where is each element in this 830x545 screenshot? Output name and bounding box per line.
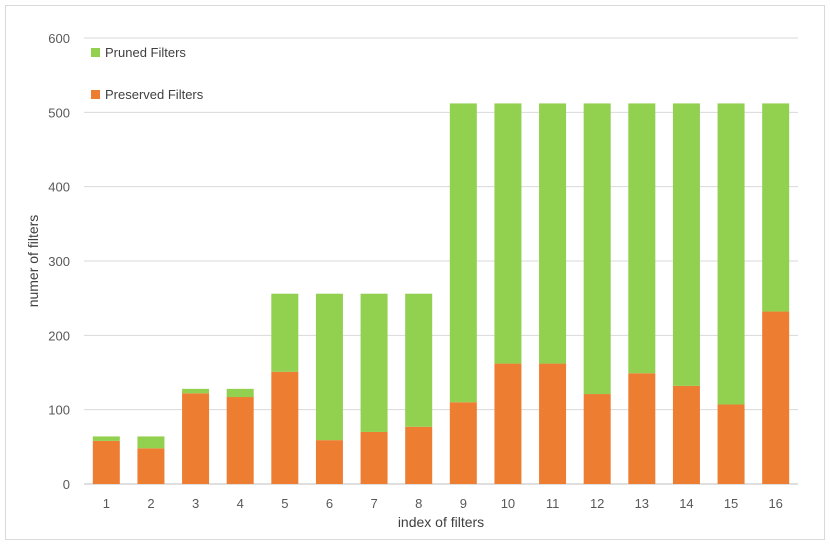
- bar-pruned: [539, 103, 567, 364]
- y-tick-label: 200: [48, 328, 70, 343]
- bar-pruned: [762, 103, 790, 312]
- x-tick-label: 16: [768, 496, 782, 511]
- x-tick-label: 2: [147, 496, 154, 511]
- bar-preserved: [494, 363, 522, 484]
- bar-preserved: [271, 371, 299, 484]
- bar-preserved: [539, 363, 567, 484]
- legend-swatch-pruned: [91, 48, 100, 57]
- x-tick-label: 9: [460, 496, 467, 511]
- bar-preserved: [315, 440, 343, 484]
- bar-pruned: [628, 103, 656, 374]
- bar-preserved: [360, 431, 388, 484]
- x-tick-labels: 1 2 3 4 5 6 7 8 9 10 11 12 13 14 15 16: [103, 496, 783, 511]
- legend-label-preserved: Preserved Filters: [105, 87, 204, 102]
- x-axis-title: index of filters: [398, 514, 484, 530]
- x-tick-label: 14: [679, 496, 693, 511]
- bar-preserved: [717, 404, 745, 484]
- bar-pruned: [271, 293, 299, 372]
- legend: Pruned Filters Preserved Filters: [91, 45, 204, 102]
- y-axis-title: numer of filters: [25, 215, 41, 308]
- bars: [92, 103, 790, 484]
- x-tick-label: 1: [103, 496, 110, 511]
- y-tick-label: 500: [48, 105, 70, 120]
- bar-pruned: [360, 293, 388, 432]
- bar-preserved: [137, 448, 165, 484]
- x-tick-label: 4: [237, 496, 244, 511]
- bar-pruned: [137, 436, 165, 449]
- bar-preserved: [628, 373, 656, 484]
- x-tick-label: 10: [501, 496, 515, 511]
- bar-preserved: [92, 440, 120, 484]
- bar-preserved: [672, 385, 700, 484]
- bar-preserved: [583, 394, 611, 484]
- bar-pruned: [672, 103, 700, 386]
- bar-pruned: [583, 103, 611, 395]
- x-tick-label: 6: [326, 496, 333, 511]
- bar-pruned: [405, 293, 433, 427]
- bar-pruned: [182, 388, 210, 394]
- x-tick-label: 3: [192, 496, 199, 511]
- x-tick-label: 15: [724, 496, 738, 511]
- bar-pruned: [92, 436, 120, 441]
- bar-preserved: [226, 397, 254, 484]
- x-tick-label: 7: [370, 496, 377, 511]
- bar-preserved: [449, 402, 477, 484]
- legend-swatch-preserved: [91, 90, 100, 99]
- bar-preserved: [405, 426, 433, 484]
- x-tick-label: 13: [635, 496, 649, 511]
- x-tick-label: 12: [590, 496, 604, 511]
- y-tick-labels: 0 100 200 300 400 500 600: [48, 31, 70, 492]
- bar-pruned: [717, 103, 745, 405]
- legend-label-pruned: Pruned Filters: [105, 45, 186, 60]
- y-tick-label: 0: [63, 477, 70, 492]
- x-tick-label: 11: [546, 496, 560, 511]
- y-tick-label: 600: [48, 31, 70, 46]
- y-tick-label: 100: [48, 403, 70, 418]
- x-tick-label: 8: [415, 496, 422, 511]
- bar-preserved: [762, 311, 790, 484]
- bar-pruned: [226, 388, 254, 398]
- x-tick-label: 5: [281, 496, 288, 511]
- y-tick-label: 300: [48, 254, 70, 269]
- y-tick-label: 400: [48, 180, 70, 195]
- bar-pruned: [315, 293, 343, 441]
- bar-pruned: [449, 103, 477, 403]
- bar-preserved: [182, 393, 210, 484]
- bar-pruned: [494, 103, 522, 364]
